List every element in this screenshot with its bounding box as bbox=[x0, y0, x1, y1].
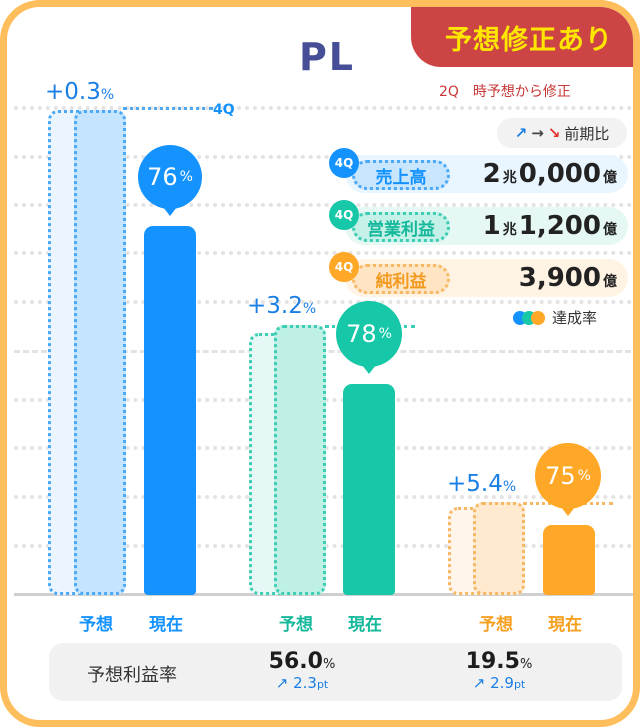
trend-legend-label: 前期比 bbox=[564, 124, 610, 143]
metric-label-sales: 売上高 bbox=[352, 160, 450, 190]
q-badge-operating: 4Q bbox=[329, 200, 359, 230]
forecast-delta-net: +5.4% bbox=[447, 471, 517, 497]
x-label-current: 現在 bbox=[149, 615, 183, 635]
forecast-bar-operating bbox=[274, 325, 326, 595]
gridline bbox=[14, 203, 633, 207]
trend-down-icon: ↘ bbox=[547, 124, 561, 142]
achievement-dots-icon bbox=[513, 310, 545, 325]
q-badge-net: 4Q bbox=[329, 252, 359, 282]
achievement-legend-label: 達成率 bbox=[552, 309, 598, 327]
x-label-forecast: 予想 bbox=[479, 615, 513, 635]
forecast-delta-sales: +0.3% bbox=[45, 79, 115, 105]
current-bar-sales bbox=[144, 226, 196, 595]
trend-up-icon: ↗ bbox=[275, 674, 289, 692]
gridline bbox=[14, 300, 633, 304]
bubble-tail bbox=[163, 207, 177, 216]
trend-up-icon: ↗ bbox=[514, 124, 528, 142]
x-label-current: 現在 bbox=[548, 615, 582, 635]
metric-value-sales: 2 兆0,000 億 bbox=[482, 159, 617, 189]
q-tag: 4Q bbox=[213, 102, 235, 118]
bubble-tail bbox=[362, 365, 376, 374]
trend-legend: ↗ → ↘ 前期比 bbox=[497, 118, 627, 148]
achievement-legend: 達成率 bbox=[513, 307, 597, 328]
achievement-bubble-operating: 78% bbox=[336, 301, 402, 367]
profit-margin-panel bbox=[49, 643, 622, 701]
metric-value-operating: 1 兆1,200 億 bbox=[482, 211, 617, 241]
x-label-forecast: 予想 bbox=[279, 615, 313, 635]
metric-label-operating: 営業利益 bbox=[352, 212, 450, 242]
current-bar-operating bbox=[343, 384, 395, 595]
gridline bbox=[14, 155, 633, 159]
metric-value-net: 3,900 億 bbox=[518, 263, 617, 293]
current-bar-net bbox=[543, 525, 595, 595]
x-label-current: 現在 bbox=[348, 615, 382, 635]
chart-baseline bbox=[14, 593, 633, 596]
profit-margin-net: 19.5% ↗ 2.9pt bbox=[465, 649, 533, 692]
revised-note: 2Q 時予想から修正 bbox=[439, 84, 571, 100]
forecast-bar-net bbox=[473, 502, 525, 595]
metric-label-net: 純利益 bbox=[352, 264, 450, 294]
forecast-line-sales bbox=[123, 107, 213, 110]
trend-up-icon: ↗ bbox=[472, 674, 486, 692]
profit-margin-operating: 56.0% ↗ 2.3pt bbox=[268, 649, 336, 692]
gridline bbox=[14, 251, 633, 255]
trend-flat-icon: → bbox=[531, 124, 544, 142]
achievement-bubble-sales: 76% bbox=[138, 145, 202, 209]
x-label-forecast: 予想 bbox=[79, 615, 113, 635]
gridline bbox=[14, 106, 633, 110]
page-title: PL bbox=[298, 35, 356, 79]
forecast-bar-sales bbox=[74, 110, 126, 595]
forecast-delta-operating: +3.2% bbox=[247, 293, 317, 319]
bubble-tail bbox=[561, 507, 575, 516]
revised-badge: 予想修正あり bbox=[411, 7, 633, 67]
profit-margin-label: 予想利益率 bbox=[87, 665, 177, 686]
q-badge-sales: 4Q bbox=[329, 148, 359, 178]
achievement-bubble-net: 75% bbox=[535, 443, 601, 509]
